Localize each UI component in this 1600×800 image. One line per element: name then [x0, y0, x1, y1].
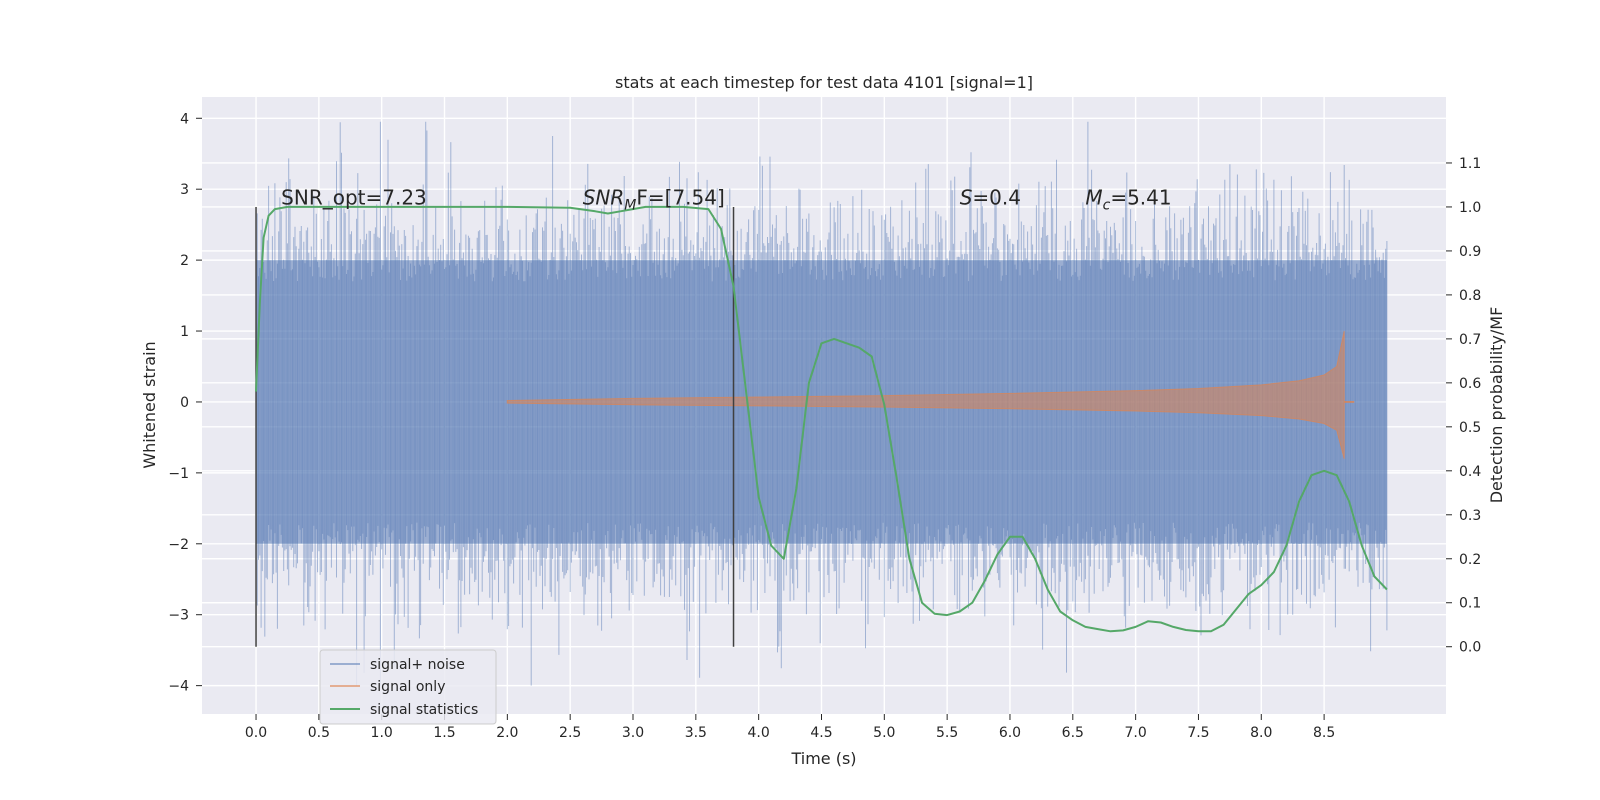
y2-tick-label: 0.8	[1459, 288, 1481, 304]
y2-tick-label: 0.5	[1459, 420, 1481, 436]
legend: signal+ noise signal only signal statist…	[319, 649, 497, 725]
y-tick-label: 4	[180, 111, 189, 127]
annotation-text: SNRMF=[7.54]	[583, 186, 725, 214]
x-tick-label: 8.5	[1313, 725, 1335, 741]
y2-tick-label: 0.6	[1459, 376, 1481, 392]
x-tick-label: 6.0	[999, 725, 1021, 741]
x-tick-label: 1.5	[433, 725, 455, 741]
y-tick-label: −2	[168, 537, 189, 553]
marker-lines	[255, 206, 735, 647]
legend-box	[319, 649, 497, 725]
x-tick-label: 0.5	[308, 725, 330, 741]
x-tick-label: 2.5	[559, 725, 581, 741]
legend-label-noise: signal+ noise	[370, 657, 465, 673]
annotation-text: SNR_opt=7.23	[281, 186, 427, 210]
y2-tick-label: 0.4	[1459, 464, 1481, 480]
x-tick-label: 5.0	[873, 725, 895, 741]
signal-statistics-series	[255, 205, 1388, 633]
y2-axis-label: Detection probability/MF	[1487, 307, 1506, 504]
annotation-text: Mc=5.41	[1085, 186, 1171, 214]
y2-tick-label: 0.2	[1459, 552, 1481, 568]
y2-tick-label: 0.3	[1459, 508, 1481, 524]
x-tick-label: 8.0	[1250, 725, 1272, 741]
annotations: SNR_opt=7.23 SNRMF=[7.54] S=0.4 Mc=5.41	[281, 186, 1171, 214]
x-tick-label: 5.5	[936, 725, 958, 741]
chart-title: stats at each timestep for test data 410…	[615, 73, 1033, 92]
legend-label-statistics: signal statistics	[370, 702, 478, 718]
x-tick-label: 2.0	[496, 725, 518, 741]
x-tick-label: 6.5	[1062, 725, 1084, 741]
x-axis-ticks: 0.0 0.5 1.0 1.5 2.0 2.5 3.0 3.5 4.0 4.5 5.0 5.5 6.0 6…	[245, 714, 1335, 741]
x-tick-label: 7.5	[1187, 725, 1209, 741]
y-tick-label: 3	[180, 182, 189, 198]
y-tick-label: 2	[180, 253, 189, 269]
x-tick-label: 7.0	[1124, 725, 1146, 741]
x-tick-label: 1.0	[371, 725, 393, 741]
y2-tick-label: 0.9	[1459, 244, 1481, 260]
x-tick-label: 3.0	[622, 725, 644, 741]
legend-label-signal: signal only	[370, 679, 445, 695]
y2-axis-ticks: 0.0 0.1 0.2 0.3 0.4 0.5 0.6 0.7 0.8 0.9 1.0 1.1	[1446, 156, 1481, 656]
y-tick-label: −1	[168, 466, 189, 482]
y2-tick-label: 1.0	[1459, 200, 1481, 216]
annotation-text: S=0.4	[960, 186, 1021, 210]
x-tick-label: 0.0	[245, 725, 267, 741]
y-axis-label: Whitened strain	[140, 341, 159, 468]
y2-tick-label: 0.1	[1459, 596, 1481, 612]
y-tick-label: 1	[180, 324, 189, 340]
x-tick-label: 3.5	[685, 725, 707, 741]
y-axis-ticks: −4 −3 −2 −1 0 1 2 3 4	[168, 111, 202, 695]
x-axis-label: Time (s)	[790, 749, 856, 768]
statistics-line	[255, 205, 1388, 633]
x-tick-label: 4.0	[748, 725, 770, 741]
y-tick-label: 0	[180, 395, 189, 411]
y-tick-label: −3	[168, 608, 189, 624]
y-tick-label: −4	[168, 679, 189, 695]
y2-tick-label: 1.1	[1459, 156, 1481, 172]
x-tick-label: 4.5	[810, 725, 832, 741]
y2-tick-label: 0.7	[1459, 332, 1481, 348]
y2-tick-label: 0.0	[1459, 640, 1481, 656]
